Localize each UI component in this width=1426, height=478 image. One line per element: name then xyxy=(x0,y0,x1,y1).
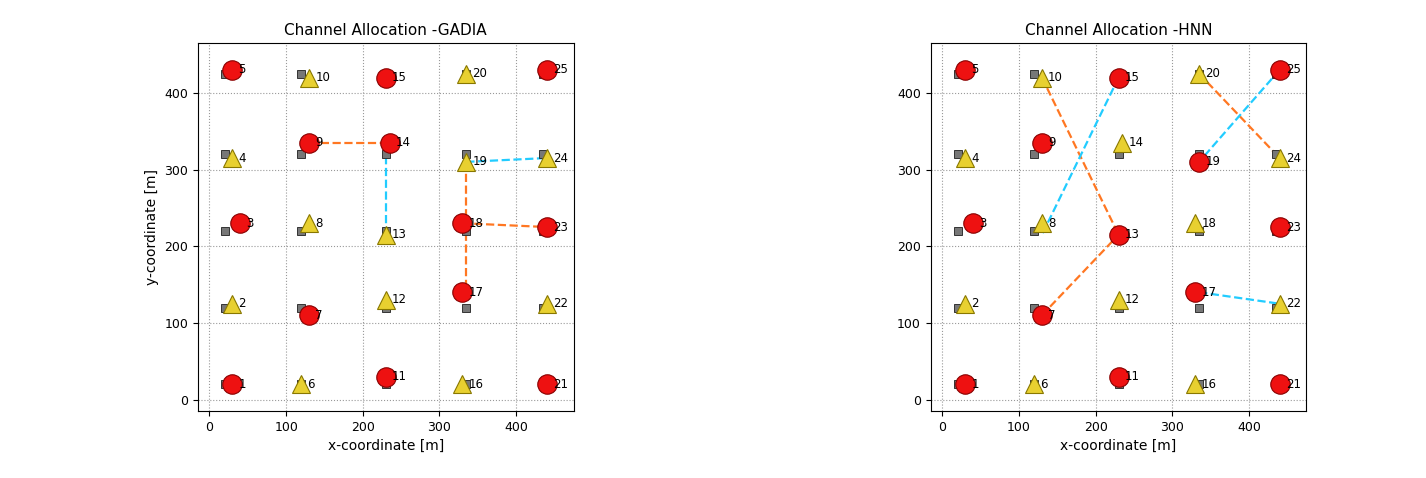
Title: Channel Allocation -HNN: Channel Allocation -HNN xyxy=(1025,22,1212,38)
Text: 21: 21 xyxy=(1286,378,1301,391)
Text: 14: 14 xyxy=(396,136,411,149)
Text: 22: 22 xyxy=(553,297,568,310)
Text: 21: 21 xyxy=(553,378,568,391)
Text: 10: 10 xyxy=(315,71,331,84)
Text: 6: 6 xyxy=(308,378,315,391)
Text: 8: 8 xyxy=(315,217,322,230)
Text: 1: 1 xyxy=(971,378,978,391)
Text: 4: 4 xyxy=(971,152,978,164)
Text: 9: 9 xyxy=(315,136,322,149)
Text: 23: 23 xyxy=(553,220,568,234)
Text: 23: 23 xyxy=(1286,220,1301,234)
Text: 9: 9 xyxy=(1048,136,1055,149)
Text: 11: 11 xyxy=(1125,370,1139,383)
Text: 7: 7 xyxy=(315,309,322,322)
Text: 18: 18 xyxy=(469,217,483,230)
Text: 2: 2 xyxy=(238,297,247,310)
X-axis label: x-coordinate [m]: x-coordinate [m] xyxy=(328,439,443,453)
Text: 20: 20 xyxy=(1205,67,1221,80)
Y-axis label: y-coordinate [m]: y-coordinate [m] xyxy=(145,169,158,285)
Text: 13: 13 xyxy=(392,228,406,241)
Text: 24: 24 xyxy=(1286,152,1301,164)
Text: 7: 7 xyxy=(1048,309,1055,322)
Text: 10: 10 xyxy=(1048,71,1062,84)
Text: 24: 24 xyxy=(553,152,568,164)
Text: 19: 19 xyxy=(472,155,488,168)
Text: 11: 11 xyxy=(392,370,406,383)
Text: 18: 18 xyxy=(1202,217,1216,230)
Text: 3: 3 xyxy=(247,217,254,230)
Text: 20: 20 xyxy=(472,67,488,80)
X-axis label: x-coordinate [m]: x-coordinate [m] xyxy=(1061,439,1176,453)
Text: 15: 15 xyxy=(392,71,406,84)
Text: 16: 16 xyxy=(1202,378,1216,391)
Text: 4: 4 xyxy=(238,152,247,164)
Text: 25: 25 xyxy=(1286,64,1301,76)
Text: 17: 17 xyxy=(1202,286,1216,299)
Text: 1: 1 xyxy=(238,378,247,391)
Text: 16: 16 xyxy=(469,378,483,391)
Text: 5: 5 xyxy=(238,64,245,76)
Title: Channel Allocation -GADIA: Channel Allocation -GADIA xyxy=(285,22,488,38)
Text: 2: 2 xyxy=(971,297,978,310)
Text: 12: 12 xyxy=(392,293,406,306)
Text: 13: 13 xyxy=(1125,228,1139,241)
Text: 25: 25 xyxy=(553,64,568,76)
Text: 17: 17 xyxy=(469,286,483,299)
Text: 15: 15 xyxy=(1125,71,1139,84)
Text: 6: 6 xyxy=(1041,378,1048,391)
Text: 19: 19 xyxy=(1205,155,1221,168)
Text: 8: 8 xyxy=(1048,217,1055,230)
Text: 5: 5 xyxy=(971,64,978,76)
Text: 3: 3 xyxy=(980,217,987,230)
Text: 12: 12 xyxy=(1125,293,1139,306)
Text: 22: 22 xyxy=(1286,297,1301,310)
Text: 14: 14 xyxy=(1128,136,1144,149)
